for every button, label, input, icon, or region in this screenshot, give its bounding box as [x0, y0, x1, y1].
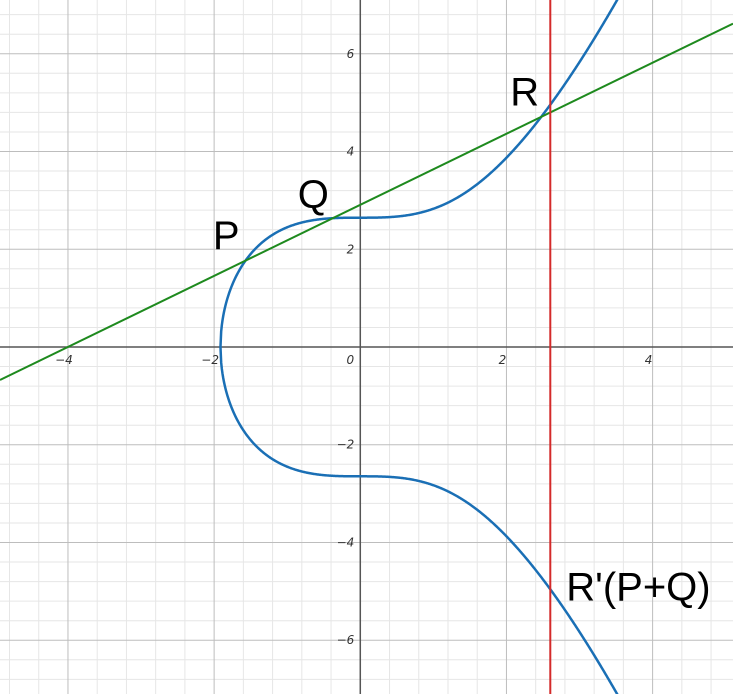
y-tick-label: 4 — [347, 145, 355, 159]
point-label-r-prime: R'(P+Q) — [566, 565, 710, 609]
secant-line — [0, 22, 733, 381]
x-tick-label: 0 — [346, 353, 354, 367]
y-tick-label: 6 — [347, 47, 355, 61]
y-tick-label: −6 — [337, 633, 355, 647]
x-tick-label: −4 — [55, 353, 73, 367]
elliptic-curve — [219, 0, 619, 694]
y-tick-label: 2 — [347, 242, 355, 256]
x-tick-label: 4 — [645, 353, 653, 367]
x-tick-label: −2 — [201, 353, 219, 367]
y-tick-label: −4 — [337, 535, 355, 549]
y-tick-label: −2 — [337, 438, 355, 452]
point-labels: P Q R R'(P+Q) — [213, 71, 711, 610]
point-label-r: R — [510, 71, 539, 115]
x-tick-label: 2 — [499, 353, 507, 367]
point-label-p: P — [213, 214, 240, 258]
tick-labels: −4 −2 0 2 4 −6 −4 −2 2 4 6 — [55, 47, 652, 647]
point-label-q: Q — [298, 173, 329, 217]
